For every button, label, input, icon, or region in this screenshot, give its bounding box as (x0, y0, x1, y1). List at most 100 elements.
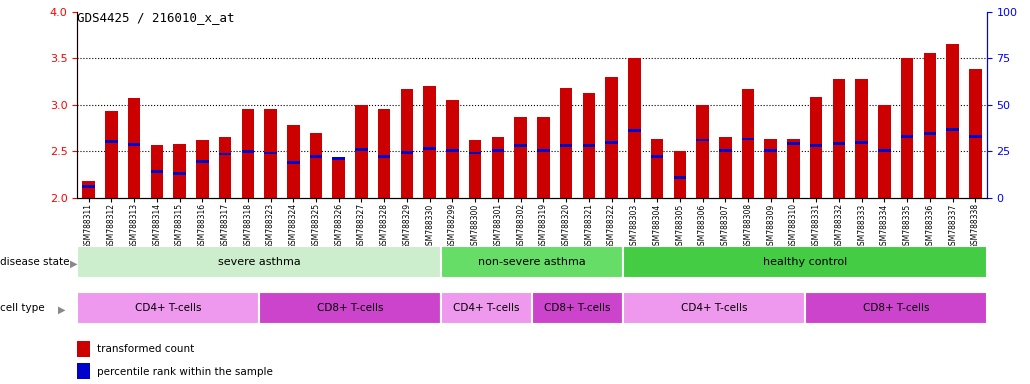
Bar (491, 149, 504, 152)
Bar (265, 152, 277, 154)
Text: disease state: disease state (0, 257, 69, 267)
Bar (832, 142, 846, 145)
Text: CD8+ T-cells: CD8+ T-cells (317, 303, 383, 313)
Text: ▶: ▶ (70, 258, 77, 268)
Bar (969, 69, 982, 198)
Text: severe asthma: severe asthma (217, 257, 301, 267)
Text: transformed count: transformed count (97, 344, 195, 354)
Bar (924, 132, 936, 135)
Bar (879, 104, 891, 198)
Bar (105, 111, 117, 198)
Bar (514, 117, 527, 198)
Bar (265, 109, 277, 198)
Bar (651, 139, 663, 198)
Bar (401, 151, 413, 154)
Bar (606, 141, 618, 144)
Text: CD4+ T-cells: CD4+ T-cells (135, 303, 202, 313)
Bar (423, 147, 436, 150)
Bar (423, 86, 436, 198)
Bar (441, 293, 533, 324)
Bar (77, 341, 90, 357)
Bar (787, 142, 799, 145)
Bar (446, 149, 458, 152)
Bar (82, 185, 95, 188)
Bar (674, 176, 686, 179)
Bar (378, 109, 390, 198)
Bar (969, 135, 982, 138)
Bar (764, 139, 777, 198)
Bar (77, 293, 260, 324)
Bar (310, 156, 322, 158)
Bar (401, 89, 413, 198)
Bar (77, 363, 90, 379)
Bar (469, 152, 481, 154)
Bar (241, 109, 254, 198)
Bar (333, 157, 345, 160)
Text: cell type: cell type (0, 303, 44, 313)
Bar (446, 100, 458, 198)
Bar (879, 149, 891, 152)
Bar (764, 149, 777, 152)
Bar (260, 293, 441, 324)
Bar (77, 247, 441, 278)
Bar (196, 160, 208, 163)
Text: CD8+ T-cells: CD8+ T-cells (862, 303, 929, 313)
Bar (696, 104, 709, 198)
Bar (333, 159, 345, 198)
Text: healthy control: healthy control (763, 257, 847, 267)
Bar (947, 44, 959, 198)
Bar (287, 125, 300, 198)
Bar (810, 97, 823, 198)
Bar (82, 181, 95, 198)
Bar (719, 149, 731, 152)
Bar (742, 89, 754, 198)
Bar (623, 247, 987, 278)
Bar (150, 145, 163, 198)
Text: CD4+ T-cells: CD4+ T-cells (453, 303, 520, 313)
Bar (128, 98, 140, 198)
Bar (628, 58, 641, 198)
Bar (804, 293, 987, 324)
Bar (651, 156, 663, 158)
Bar (832, 79, 846, 198)
Bar (150, 170, 163, 173)
Bar (560, 144, 573, 147)
Bar (560, 88, 573, 198)
Bar (742, 138, 754, 141)
Bar (719, 137, 731, 198)
Bar (537, 117, 550, 198)
Bar (674, 151, 686, 198)
Bar (628, 129, 641, 132)
Bar (218, 137, 232, 198)
Bar (924, 53, 936, 198)
Bar (355, 104, 368, 198)
Bar (128, 143, 140, 146)
Bar (287, 161, 300, 164)
Text: CD4+ T-cells: CD4+ T-cells (681, 303, 747, 313)
Bar (469, 140, 481, 198)
Bar (378, 156, 390, 158)
Bar (491, 137, 504, 198)
Bar (218, 152, 232, 156)
Bar (105, 141, 117, 143)
Bar (810, 144, 823, 147)
Bar (537, 149, 550, 152)
Bar (196, 140, 208, 198)
Bar (856, 141, 868, 144)
Text: ▶: ▶ (58, 305, 65, 314)
Bar (901, 58, 914, 198)
Bar (623, 293, 804, 324)
Bar (901, 135, 914, 138)
Bar (606, 77, 618, 198)
Bar (787, 139, 799, 198)
Bar (514, 144, 527, 147)
Bar (696, 139, 709, 141)
Text: GDS4425 / 216010_x_at: GDS4425 / 216010_x_at (77, 12, 235, 25)
Bar (310, 132, 322, 198)
Bar (533, 293, 623, 324)
Bar (355, 148, 368, 151)
Text: non-severe asthma: non-severe asthma (478, 257, 586, 267)
Bar (441, 247, 623, 278)
Bar (583, 144, 595, 147)
Bar (583, 93, 595, 198)
